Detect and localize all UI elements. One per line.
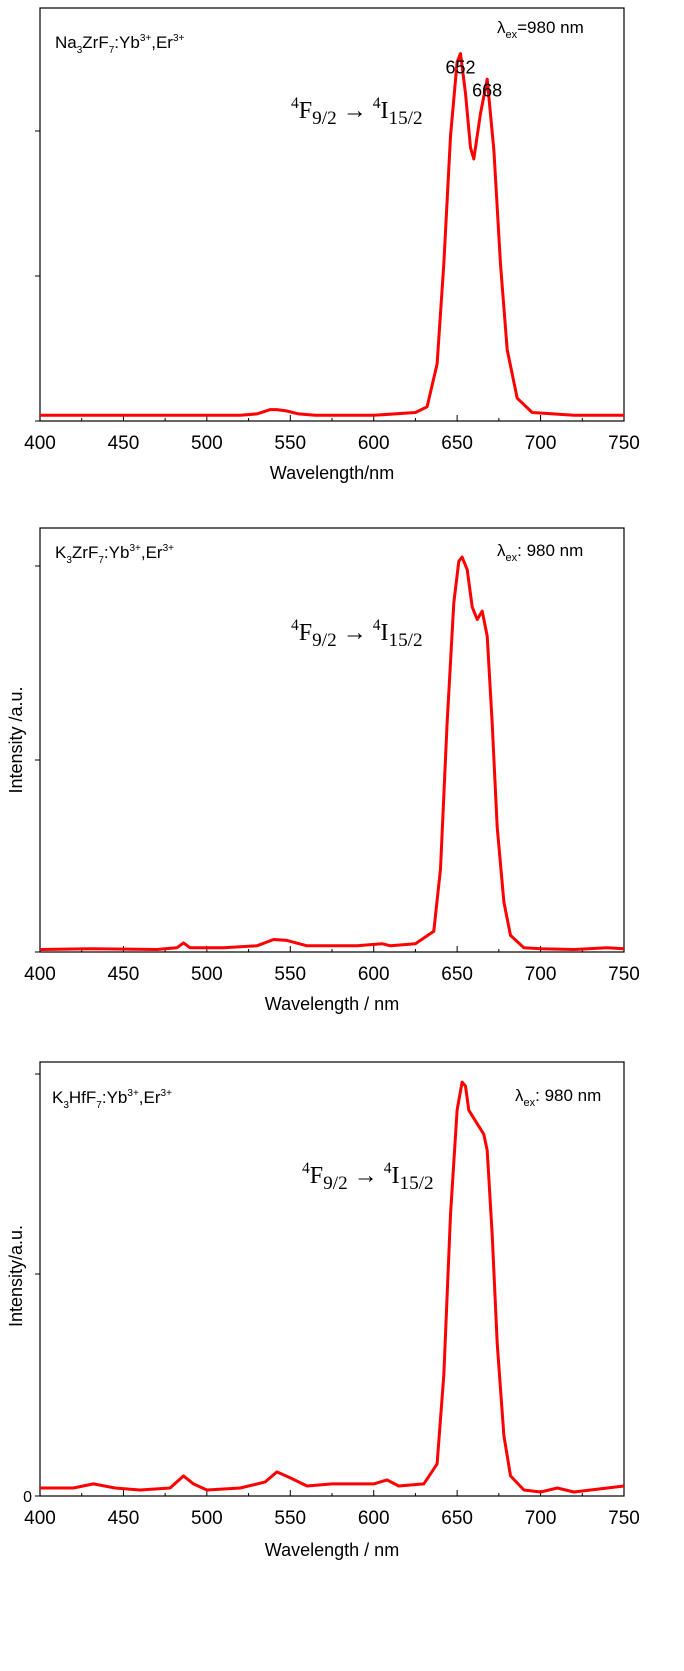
x-tick-label: 700 xyxy=(525,1508,557,1529)
x-tick-label: 650 xyxy=(441,1508,473,1529)
x-tick-label: 600 xyxy=(358,433,390,454)
excitation-label: λex: 980 nm xyxy=(515,1086,601,1109)
transition-label: 4F9/2 → 4I15/2 xyxy=(302,1160,434,1194)
x-tick-label: 700 xyxy=(525,433,557,454)
excitation-label: λex: 980 nm xyxy=(497,541,583,564)
x-tick-label: 400 xyxy=(24,964,56,985)
sample-label: Na3ZrF7:Yb3+,Er3+ xyxy=(55,33,185,56)
plot-frame xyxy=(39,527,625,953)
x-tick-label: 400 xyxy=(24,1508,56,1529)
sample-label: K3ZrF7:Yb3+,Er3+ xyxy=(55,543,174,566)
sample-label: K3HfF7:Yb3+,Er3+ xyxy=(52,1088,172,1111)
x-tick-label: 650 xyxy=(441,433,473,454)
x-tick-label: 750 xyxy=(608,964,640,985)
peak-label: 652 xyxy=(445,58,475,78)
spectrum-line-1 xyxy=(40,1080,625,1494)
x-tick-label: 450 xyxy=(108,433,140,454)
x-tick-label: 750 xyxy=(608,433,640,454)
y-tick-label: 0 xyxy=(23,1489,32,1506)
x-tick-label: 500 xyxy=(191,964,223,985)
y-axis-label: Intensity /a.u. xyxy=(6,686,26,793)
transition-label: 4F9/2 → 4I15/2 xyxy=(291,617,423,651)
x-tick-label: 600 xyxy=(358,964,390,985)
x-tick-label: 500 xyxy=(191,433,223,454)
x-tick-label: 450 xyxy=(108,1508,140,1529)
chart-panel-1: 400 450 500 550 600 650 700 750 Wavelength/nm Na3… xyxy=(24,7,640,483)
x-tick-label: 400 xyxy=(24,433,56,454)
excitation-label: λex=980 nm xyxy=(497,18,584,41)
plot-frame xyxy=(39,7,625,422)
peak-label: 668 xyxy=(472,80,502,100)
x-tick-label: 650 xyxy=(441,964,473,985)
x-tick-label: 600 xyxy=(358,1508,390,1529)
transition-label: 4F9/2 → 4I15/2 xyxy=(291,95,423,129)
x-axis-label: Wavelength / nm xyxy=(265,994,399,1014)
x-tick-label: 700 xyxy=(525,964,557,985)
x-tick-label: 550 xyxy=(274,964,306,985)
y-axis-label: Intensity/a.u. xyxy=(6,1225,26,1327)
x-axis-label: Wavelength / nm xyxy=(265,1540,399,1560)
x-tick-label: 550 xyxy=(274,1508,306,1529)
x-tick-label: 450 xyxy=(108,964,140,985)
spectrum-line-1 xyxy=(40,52,624,417)
chart-panel-3: 400 450 500 550 600 650 700 750 0 Wavelength / nm… xyxy=(6,1061,640,1560)
x-tick-label: 750 xyxy=(608,1508,640,1529)
x-tick-label: 500 xyxy=(191,1508,223,1529)
spectrum-line-1 xyxy=(39,555,625,951)
x-tick-label: 550 xyxy=(274,433,306,454)
plot-frame xyxy=(39,1061,625,1497)
x-axis-label: Wavelength/nm xyxy=(270,463,394,483)
chart-panel-2: 400 450 500 550 600 650 700 750 Wavelength / nm I… xyxy=(6,527,640,1014)
